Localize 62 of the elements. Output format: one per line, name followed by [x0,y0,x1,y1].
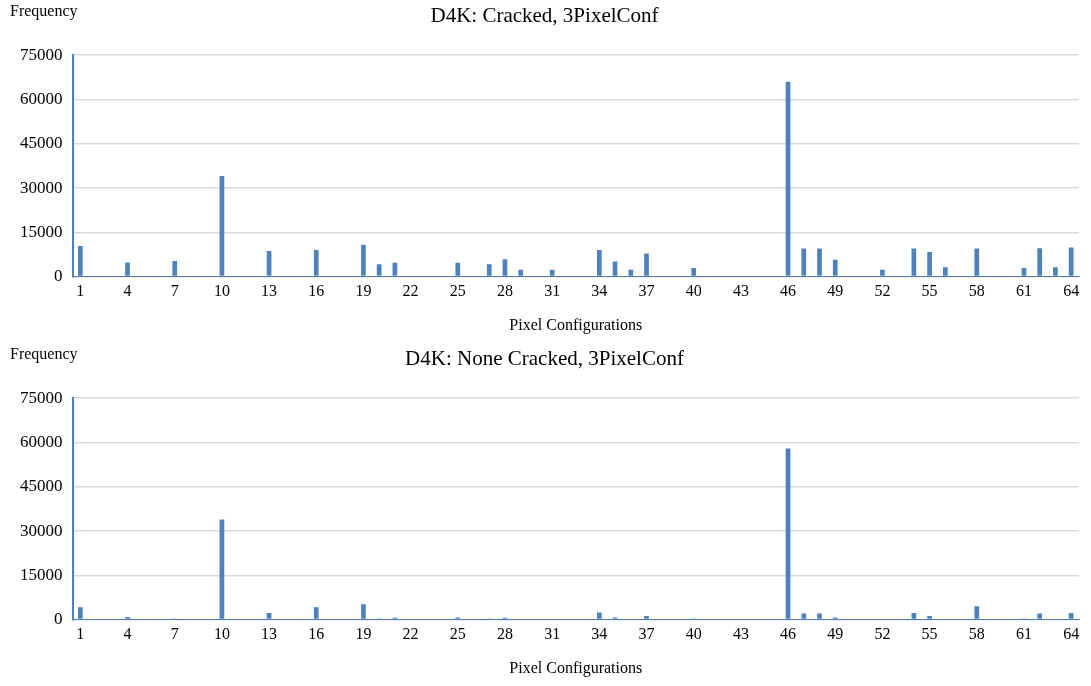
x-tick-label: 37 [638,282,655,300]
x-tick-label: 43 [732,282,749,300]
x-tick-label: 34 [591,625,608,643]
x-tick-label: 61 [1015,282,1032,300]
y-tick-label: 45000 [20,133,63,153]
x-tick-label: 1 [76,282,85,300]
x-tick-label: 16 [308,625,325,643]
y-tick-label: 60000 [20,88,63,108]
y-tick-label: 15000 [20,564,63,584]
x-tick-label: 10 [213,282,230,300]
x-tick-label: 55 [921,625,938,643]
x-tick-label: 13 [261,282,278,300]
x-tick-label: 19 [355,625,372,643]
y-tick-label: 30000 [20,177,63,197]
x-tick-label: 49 [827,282,844,300]
x-tick-label: 46 [780,625,797,643]
x-tick-label: 7 [170,625,179,643]
x-tick-label: 61 [1015,625,1032,643]
y-axis-title: Frequency [10,2,78,21]
y-tick-label: 75000 [20,387,63,407]
y-tick-label: 60000 [20,431,63,451]
x-tick-label: 55 [921,282,938,300]
x-tick-label: 40 [685,282,702,300]
x-tick-label: 49 [827,625,844,643]
x-tick-label: 43 [732,625,749,643]
x-tick-label: 28 [496,282,513,300]
x-tick-label: 31 [544,625,561,643]
x-tick-label: 1 [76,625,85,643]
y-axis-title: Frequency [10,345,78,364]
x-tick-label: 52 [874,282,891,300]
x-tick-label: 28 [496,625,513,643]
y-tick-label: 0 [54,266,63,286]
x-tick-label: 19 [355,282,372,300]
x-tick-label: 64 [1063,282,1080,300]
x-tick-label: 4 [123,625,132,643]
x-tick-label: 13 [261,625,278,643]
x-axis-title: Pixel Configurations [509,315,643,334]
x-tick-label: 7 [170,282,179,300]
x-tick-label: 52 [874,625,891,643]
y-tick-label: 30000 [20,520,63,540]
x-tick-label: 58 [968,625,985,643]
x-tick-label: 31 [544,282,561,300]
x-tick-label: 25 [449,282,466,300]
x-tick-label: 4 [123,282,132,300]
y-tick-label: 45000 [20,476,63,496]
x-tick-label: 16 [308,282,325,300]
y-tick-label: 15000 [20,221,63,241]
x-axis-title: Pixel Configurations [509,658,643,677]
x-tick-label: 58 [968,282,985,300]
y-tick-label: 0 [54,609,63,629]
x-tick-label: 10 [213,625,230,643]
x-tick-label: 37 [638,625,655,643]
x-tick-label: 22 [402,282,419,300]
x-tick-label: 40 [685,625,702,643]
x-tick-label: 46 [780,282,797,300]
x-tick-label: 25 [449,625,466,643]
x-tick-label: 34 [591,282,608,300]
chart-title: D4K: Cracked, 3PixelConf [430,3,659,28]
chart-title: D4K: None Cracked, 3PixelConf [405,346,684,371]
y-tick-label: 75000 [20,44,63,64]
x-tick-label: 64 [1063,625,1080,643]
x-tick-label: 22 [402,625,419,643]
